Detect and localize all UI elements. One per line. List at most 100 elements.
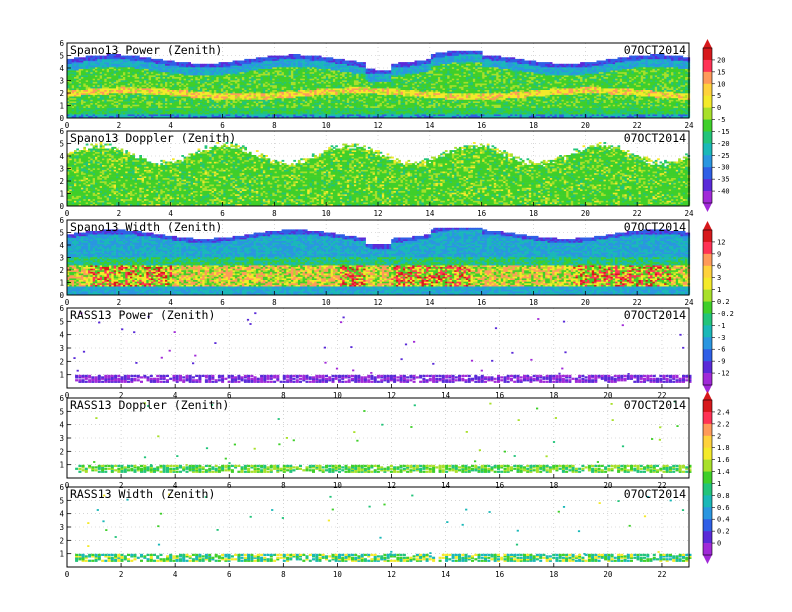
heatmap-cell bbox=[109, 57, 112, 60]
heatmap-cell bbox=[81, 80, 84, 82]
heatmap-cell bbox=[109, 102, 112, 105]
heatmap-cell bbox=[225, 63, 229, 66]
heatmap-cell bbox=[342, 96, 345, 99]
heatmap-cell bbox=[323, 89, 327, 92]
heatmap-cell bbox=[116, 78, 119, 81]
heatmap-cell bbox=[90, 112, 93, 115]
heatmap-cell bbox=[78, 107, 82, 110]
heatmap-cell bbox=[141, 99, 145, 102]
heatmap-cell bbox=[302, 96, 306, 99]
heatmap-cell bbox=[127, 70, 131, 73]
heatmap-cell bbox=[349, 96, 352, 99]
heatmap-cell bbox=[353, 60, 357, 63]
heatmap-cell bbox=[386, 102, 390, 105]
heatmap-cell bbox=[71, 96, 75, 99]
heatmap-cell bbox=[220, 76, 224, 79]
heatmap-cell bbox=[99, 83, 103, 86]
heatmap-cell bbox=[139, 78, 142, 81]
heatmap-cell bbox=[360, 62, 364, 64]
heatmap-cell bbox=[99, 73, 103, 76]
heatmap-cell bbox=[146, 110, 149, 113]
heatmap-cell bbox=[102, 63, 105, 66]
heatmap-cell bbox=[95, 101, 98, 103]
heatmap-cell bbox=[78, 65, 82, 68]
heatmap-cell bbox=[218, 70, 222, 73]
heatmap-cell bbox=[148, 63, 152, 66]
heatmap-cell bbox=[153, 65, 156, 68]
heatmap-cell bbox=[78, 93, 82, 95]
heatmap-cell bbox=[78, 73, 82, 76]
heatmap-cell bbox=[125, 70, 128, 73]
heatmap-cell bbox=[253, 58, 257, 61]
heatmap-cell bbox=[181, 102, 184, 105]
heatmap-cell bbox=[104, 65, 107, 68]
heatmap-cell bbox=[74, 83, 77, 86]
heatmap-cell bbox=[144, 88, 147, 90]
heatmap-cell bbox=[111, 99, 114, 102]
heatmap-cell bbox=[102, 70, 105, 73]
heatmap-cell bbox=[314, 96, 317, 99]
heatmap-cell bbox=[123, 75, 126, 77]
heatmap-cell bbox=[88, 94, 91, 97]
heatmap-cell bbox=[137, 94, 140, 97]
heatmap-cell bbox=[97, 65, 100, 68]
heatmap-cell bbox=[111, 84, 114, 87]
heatmap-cell bbox=[186, 109, 189, 112]
heatmap-cell bbox=[113, 73, 117, 76]
heatmap-cell bbox=[202, 63, 205, 66]
heatmap-cell bbox=[99, 75, 103, 77]
heatmap-cell bbox=[293, 63, 296, 66]
heatmap-cell bbox=[167, 109, 170, 112]
heatmap-cell bbox=[130, 94, 133, 97]
heatmap-cell bbox=[279, 55, 282, 58]
heatmap-cell bbox=[321, 96, 324, 99]
heatmap-cell bbox=[134, 68, 138, 71]
heatmap-cell bbox=[67, 62, 70, 64]
heatmap-cell bbox=[111, 107, 114, 110]
heatmap-cell bbox=[127, 101, 131, 103]
heatmap-cell bbox=[99, 97, 103, 100]
heatmap-cell bbox=[118, 80, 121, 82]
heatmap-cell bbox=[148, 110, 152, 113]
heatmap-cell bbox=[200, 89, 203, 92]
heatmap-cell bbox=[265, 76, 268, 79]
heatmap-cell bbox=[258, 89, 261, 92]
heatmap-cell bbox=[92, 93, 96, 95]
heatmap-cell bbox=[83, 94, 86, 97]
heatmap-cell bbox=[141, 71, 145, 74]
heatmap-cell bbox=[335, 83, 338, 86]
heatmap-cell bbox=[130, 104, 133, 107]
heatmap-cell bbox=[344, 89, 348, 92]
heatmap-cell bbox=[95, 93, 98, 95]
heatmap-cell bbox=[323, 76, 327, 79]
heatmap-cell bbox=[337, 58, 341, 61]
heatmap-cell bbox=[151, 91, 154, 94]
heatmap-cell bbox=[106, 54, 110, 56]
heatmap-cell bbox=[297, 96, 301, 99]
heatmap-cell bbox=[127, 67, 131, 69]
heatmap-cell bbox=[281, 109, 285, 112]
heatmap-cell bbox=[295, 70, 299, 73]
heatmap-cell bbox=[104, 88, 107, 90]
heatmap-cell bbox=[258, 96, 261, 99]
heatmap-cell bbox=[339, 102, 343, 105]
heatmap-cell bbox=[83, 73, 86, 76]
heatmap-cell bbox=[95, 97, 98, 100]
heatmap-cell bbox=[95, 70, 98, 73]
heatmap-cell bbox=[367, 102, 371, 105]
heatmap-cell bbox=[81, 112, 84, 115]
heatmap-cell bbox=[139, 80, 142, 82]
heatmap-cell bbox=[302, 109, 306, 112]
heatmap-cell bbox=[148, 75, 152, 77]
heatmap-cell bbox=[116, 109, 119, 112]
heatmap-cell bbox=[204, 96, 208, 99]
heatmap-cell bbox=[241, 115, 245, 118]
heatmap-cell bbox=[339, 83, 343, 86]
heatmap-cell bbox=[99, 99, 103, 102]
heatmap-cell bbox=[232, 63, 236, 66]
heatmap-cell bbox=[99, 60, 103, 63]
heatmap-cell bbox=[367, 89, 371, 92]
heatmap-cell bbox=[134, 96, 138, 99]
heatmap-cell bbox=[106, 63, 110, 66]
heatmap-cell bbox=[197, 102, 201, 105]
